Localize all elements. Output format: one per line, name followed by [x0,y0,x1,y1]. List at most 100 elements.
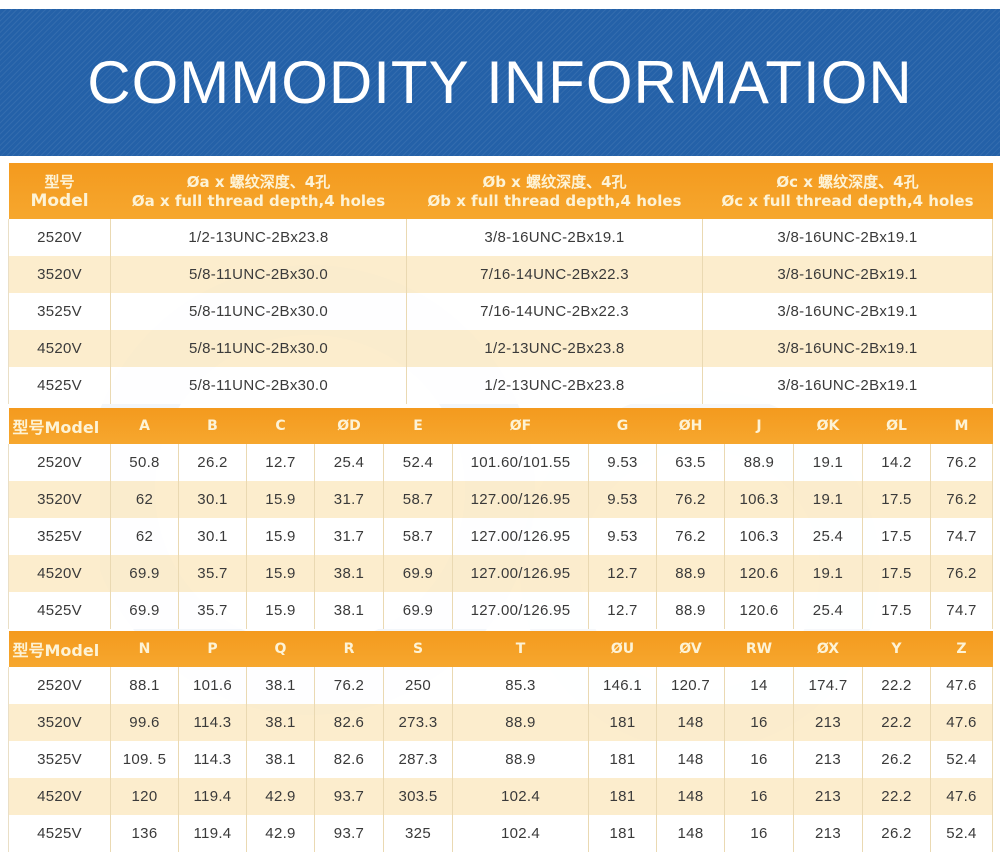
value-cell: 3/8-16UNC-2Bx19.1 [702,256,993,293]
table-row: 3525V 5/8-11UNC-2Bx30.0 7/16-14UNC-2Bx22.3… [8,293,993,330]
header-line-en: Øb x full thread depth,4 holes [427,192,682,210]
value-cell: 3/8-16UNC-2Bx19.1 [406,219,703,256]
value-cell: 62 [110,481,179,518]
header-dimension: A [110,408,179,444]
value-cell: 5/8-11UNC-2Bx30.0 [110,367,407,404]
header-dimension: P [178,631,247,667]
value-cell: 146.1 [588,667,657,704]
value-cell: 16 [724,704,794,741]
value-cell: 50.8 [110,444,179,481]
value-cell: 42.9 [246,815,315,852]
table-row: 2520V 50.8 26.2 12.7 25.4 52.4 101.60/101.55 9.… [8,444,993,481]
value-cell: 52.4 [930,741,993,778]
table-row: 3525V 109. 5 114.3 38.1 82.6 287.3 88.9 181 148 1… [8,741,993,778]
value-cell: 127.00/126.95 [452,481,589,518]
value-cell: 35.7 [178,592,247,629]
header-dimension: ØU [588,631,657,667]
value-cell: 16 [724,778,794,815]
value-cell: 35.7 [178,555,247,592]
header-line-cn: Øa x 螺纹深度、4孔 [186,173,331,191]
value-cell: 38.1 [314,555,384,592]
header-line-cn: 型号 [44,173,75,191]
value-cell: 88.9 [656,592,725,629]
value-cell: 106.3 [724,518,794,555]
header-dimension: R [314,631,384,667]
header-line-en: Øa x full thread depth,4 holes [131,192,386,210]
value-cell: 26.2 [862,815,931,852]
value-cell: 148 [656,704,725,741]
value-cell: 31.7 [314,481,384,518]
header-dimension: ØD [314,408,384,444]
value-cell: 148 [656,778,725,815]
value-cell: 325 [383,815,453,852]
value-cell: 99.6 [110,704,179,741]
value-cell: 1/2-13UNC-2Bx23.8 [406,367,703,404]
header-line-cn: Øc x 螺纹深度、4孔 [776,173,919,191]
value-cell: 213 [793,815,863,852]
value-cell: 88.1 [110,667,179,704]
model-cell: 3525V [8,741,111,778]
value-cell: 38.1 [246,741,315,778]
value-cell: 88.9 [656,555,725,592]
value-cell: 52.4 [383,444,453,481]
value-cell: 17.5 [862,592,931,629]
value-cell: 76.2 [656,481,725,518]
value-cell: 106.3 [724,481,794,518]
value-cell: 82.6 [314,704,384,741]
value-cell: 26.2 [178,444,247,481]
table-row: 4525V 69.9 35.7 15.9 38.1 69.9 127.00/126.95 12… [8,592,993,629]
header-line-cn: Øb x 螺纹深度、4孔 [482,173,627,191]
header-hole-b: Øb x 螺纹深度、4孔 Øb x full thread depth,4 hol… [406,163,703,219]
header-dimension: Y [862,631,931,667]
header-dimension: E [383,408,453,444]
value-cell: 102.4 [452,815,589,852]
value-cell: 101.60/101.55 [452,444,589,481]
header-hole-c: Øc x 螺纹深度、4孔 Øc x full thread depth,4 hol… [702,163,993,219]
value-cell: 26.2 [862,741,931,778]
header-dimension: ØF [452,408,589,444]
table-row: 2520V 88.1 101.6 38.1 76.2 250 85.3 146.1 120.7 1… [8,667,993,704]
value-cell: 136 [110,815,179,852]
value-cell: 58.7 [383,518,453,555]
value-cell: 5/8-11UNC-2Bx30.0 [110,293,407,330]
value-cell: 76.2 [930,555,993,592]
value-cell: 9.53 [588,481,657,518]
value-cell: 15.9 [246,518,315,555]
model-cell: 3520V [8,704,111,741]
value-cell: 22.2 [862,704,931,741]
value-cell: 25.4 [314,444,384,481]
value-cell: 1/2-13UNC-2Bx23.8 [406,330,703,367]
header-dimension: M [930,408,993,444]
header-dimension: N [110,631,179,667]
value-cell: 120.6 [724,592,794,629]
header-dimension: ØX [793,631,863,667]
value-cell: 181 [588,778,657,815]
value-cell: 19.1 [793,481,863,518]
header-dimension: Z [930,631,993,667]
value-cell: 76.2 [314,667,384,704]
value-cell: 62 [110,518,179,555]
value-cell: 17.5 [862,555,931,592]
value-cell: 93.7 [314,815,384,852]
value-cell: 22.2 [862,667,931,704]
value-cell: 47.6 [930,667,993,704]
value-cell: 148 [656,741,725,778]
value-cell: 15.9 [246,592,315,629]
value-cell: 7/16-14UNC-2Bx22.3 [406,293,703,330]
value-cell: 93.7 [314,778,384,815]
header-dimension: G [588,408,657,444]
value-cell: 127.00/126.95 [452,592,589,629]
model-cell: 4520V [8,330,111,367]
header-line-en: Øc x full thread depth,4 holes [721,192,974,210]
value-cell: 15.9 [246,555,315,592]
model-cell: 3520V [8,256,111,293]
model-cell: 3520V [8,481,111,518]
table-row: 3525V 62 30.1 15.9 31.7 58.7 127.00/126.95 9.53… [8,518,993,555]
table-row: 4520V 5/8-11UNC-2Bx30.0 1/2-13UNC-2Bx23.8 3… [8,330,993,367]
table-row: 4525V 5/8-11UNC-2Bx30.0 1/2-13UNC-2Bx23.8 3… [8,367,993,404]
value-cell: 30.1 [178,481,247,518]
header-dimension: ØH [656,408,725,444]
value-cell: 47.6 [930,778,993,815]
table-header-row: 型号 Model Øa x 螺纹深度、4孔 Øa x full thread dep… [8,163,993,219]
